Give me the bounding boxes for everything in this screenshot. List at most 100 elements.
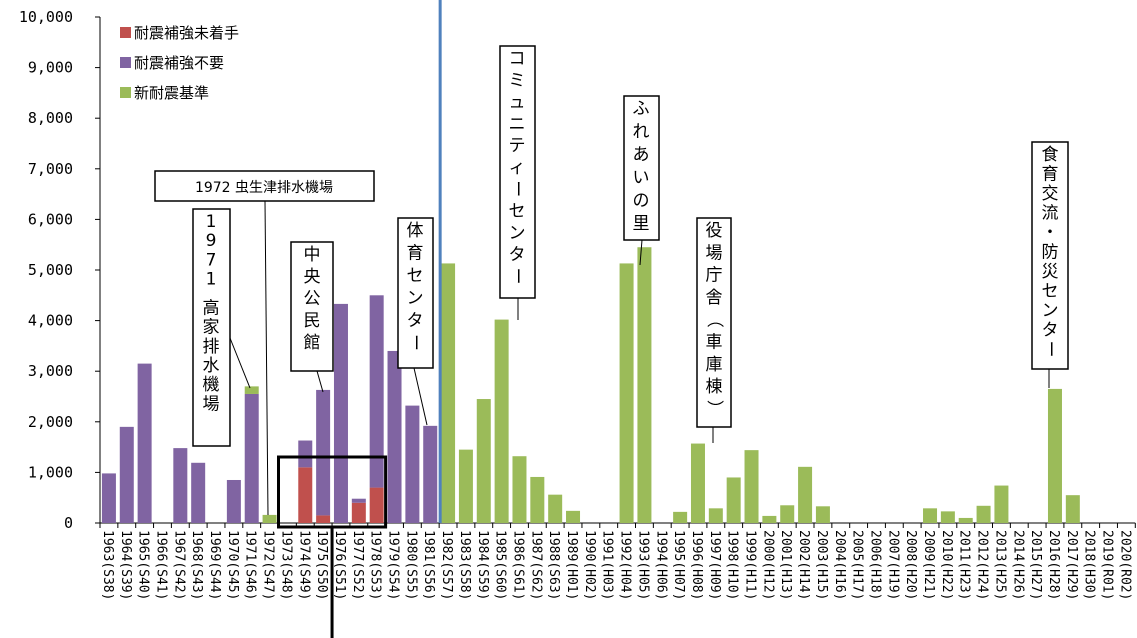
leader-line-1971 bbox=[229, 337, 251, 389]
bar-1978-series-1 bbox=[369, 295, 384, 488]
bar-1965-series-1 bbox=[137, 363, 152, 523]
x-tick-label: 2010(H22) bbox=[939, 530, 954, 600]
x-tick-label: 2003(H15) bbox=[814, 530, 829, 600]
x-tick-label: 2000(H12) bbox=[760, 530, 775, 600]
bar-1983-series-2 bbox=[458, 449, 473, 523]
legend-swatch-not-started bbox=[120, 27, 131, 38]
callout-label-2016: 食育交流・防災センタ bbox=[1042, 145, 1059, 341]
x-tick-label: 1991(H03) bbox=[600, 530, 615, 600]
bar-2010-series-2 bbox=[940, 511, 955, 523]
x-tick-label: 2001(H13) bbox=[778, 530, 793, 600]
bar-1977-series-1 bbox=[351, 498, 366, 503]
x-tick-label: 1972(S47) bbox=[261, 530, 276, 600]
svg-text:ー: ー bbox=[405, 334, 425, 351]
svg-text:）: ） bbox=[704, 400, 724, 417]
callout-box-1985 bbox=[499, 45, 536, 299]
x-tick-label: 1973(S48) bbox=[278, 530, 293, 600]
bar-2016-series-2 bbox=[1047, 388, 1062, 523]
x-tick-label: 1986(S61) bbox=[510, 530, 525, 600]
x-tick-label: 1994(H06) bbox=[653, 530, 668, 600]
x-tick-label: 2017(H29) bbox=[1064, 530, 1079, 600]
bar-1975-series-0 bbox=[316, 515, 331, 523]
x-tick-label: 2015(H27) bbox=[1028, 530, 1043, 600]
x-tick-label: 1971(S46) bbox=[243, 530, 258, 600]
callout-label-1975: 中央公民館 bbox=[304, 245, 321, 353]
bar-1974-series-1 bbox=[298, 440, 313, 468]
callout-label-1971: 1 9 7 1 高家排水機場 bbox=[203, 212, 220, 414]
bar-1972-series-2 bbox=[262, 514, 277, 523]
y-tick-label: 7,000 bbox=[28, 160, 73, 178]
x-tick-label: 1968(S43) bbox=[189, 530, 204, 600]
legend-label-not-started: 耐震補強未着手 bbox=[134, 24, 239, 42]
leader-line-1975 bbox=[316, 370, 324, 393]
callout-box-1975 bbox=[290, 241, 334, 372]
x-tick-label: 1975(S50) bbox=[314, 530, 329, 600]
x-tick-label: 1980(S55) bbox=[403, 530, 418, 600]
x-tick-label: 1979(S54) bbox=[386, 530, 401, 600]
bar-2002-series-2 bbox=[798, 466, 813, 523]
x-tick-label: 1967(S42) bbox=[171, 530, 186, 600]
x-tick-label: 1963(S38) bbox=[100, 530, 115, 600]
callout-label-1981: 体育センタ bbox=[407, 221, 424, 331]
x-tick-label: 1995(H07) bbox=[671, 530, 686, 600]
bar-1970-series-1 bbox=[226, 479, 241, 523]
x-tick-label: 1976(S51) bbox=[332, 530, 347, 600]
x-tick-label: 2018(H30) bbox=[1082, 530, 1097, 600]
legend-swatch-new-standard bbox=[120, 87, 131, 98]
x-tick-label: 1998(H10) bbox=[725, 530, 740, 600]
callout-box-1971 bbox=[192, 208, 231, 447]
bar-2009-series-2 bbox=[923, 508, 938, 523]
bar-1995-series-2 bbox=[673, 511, 688, 523]
x-tick-label: 1978(S53) bbox=[368, 530, 383, 600]
bar-1980-series-1 bbox=[405, 405, 420, 523]
axes: 0 1,000 2,000 3,000 4,000 5,000 6,000 7,000 8,00… bbox=[19, 8, 1136, 532]
legend-label-not-required: 耐震補強不要 bbox=[134, 54, 224, 72]
bar-1992-series-2 bbox=[619, 263, 634, 523]
bar-1988-series-2 bbox=[548, 494, 563, 523]
x-tick-label: 2020(R02) bbox=[1117, 530, 1132, 600]
x-tick-label: 1969(S44) bbox=[207, 530, 222, 600]
legend-swatch-not-required bbox=[120, 57, 131, 68]
bar-2011-series-2 bbox=[958, 517, 973, 523]
x-tick-label: 2002(H14) bbox=[796, 530, 811, 600]
bar-2012-series-2 bbox=[976, 505, 991, 523]
bar-1989-series-2 bbox=[566, 510, 581, 523]
bar-1964-series-1 bbox=[119, 426, 134, 523]
bar-1979-series-1 bbox=[387, 350, 402, 523]
bar-1975-series-1 bbox=[316, 389, 331, 516]
overlays bbox=[277, 0, 442, 638]
x-tick-label: 1982(S57) bbox=[439, 530, 454, 600]
bar-1999-series-2 bbox=[744, 450, 759, 523]
x-tick-label: 1990(H02) bbox=[582, 530, 597, 600]
bar-1998-series-2 bbox=[726, 477, 741, 523]
y-tick-label: 8,000 bbox=[28, 109, 73, 127]
callout-label-1985: コミュニティセンタ bbox=[509, 49, 526, 265]
leader-line-1992 bbox=[639, 239, 643, 266]
callout-label-1992: ふれあいの里 bbox=[633, 99, 650, 234]
x-tick-label: 1966(S41) bbox=[153, 530, 168, 600]
svg-text:ー: ー bbox=[1040, 341, 1060, 358]
x-tick-label: 2005(H17) bbox=[850, 530, 865, 600]
x-tick-label: 1999(H11) bbox=[743, 530, 758, 600]
x-tick-label: 2016(H28) bbox=[1046, 530, 1061, 600]
bar-1974-series-0 bbox=[298, 467, 313, 523]
bar-2001-series-2 bbox=[780, 505, 795, 523]
x-tick-label: 2013(H25) bbox=[992, 530, 1007, 600]
y-tick-label: 5,000 bbox=[28, 261, 73, 279]
x-tick-label: 1981(S56) bbox=[421, 530, 436, 600]
bar-1982-series-2 bbox=[441, 263, 456, 523]
highlight-box bbox=[277, 455, 388, 529]
y-tick-label: 9,000 bbox=[28, 59, 73, 77]
x-tick-labels: 1963(S38) 1964(S39) 1965(S40) 1966(S41) 1967… bbox=[100, 530, 1132, 600]
x-tick-label: 1996(H08) bbox=[689, 530, 704, 600]
x-tick-label: 1974(S49) bbox=[296, 530, 311, 600]
callout-label-1996: 役場庁舎車庫棟 bbox=[706, 221, 723, 397]
bar-2017-series-2 bbox=[1065, 495, 1080, 523]
legend-label-new-standard: 新耐震基準 bbox=[134, 84, 209, 102]
x-tick-label: 2004(H16) bbox=[832, 530, 847, 600]
y-tick-label: 3,000 bbox=[28, 362, 73, 380]
x-tick-label: 1970(S45) bbox=[225, 530, 240, 600]
x-tick-label: 1985(S60) bbox=[493, 530, 508, 600]
y-tick-label: 4,000 bbox=[28, 312, 73, 330]
